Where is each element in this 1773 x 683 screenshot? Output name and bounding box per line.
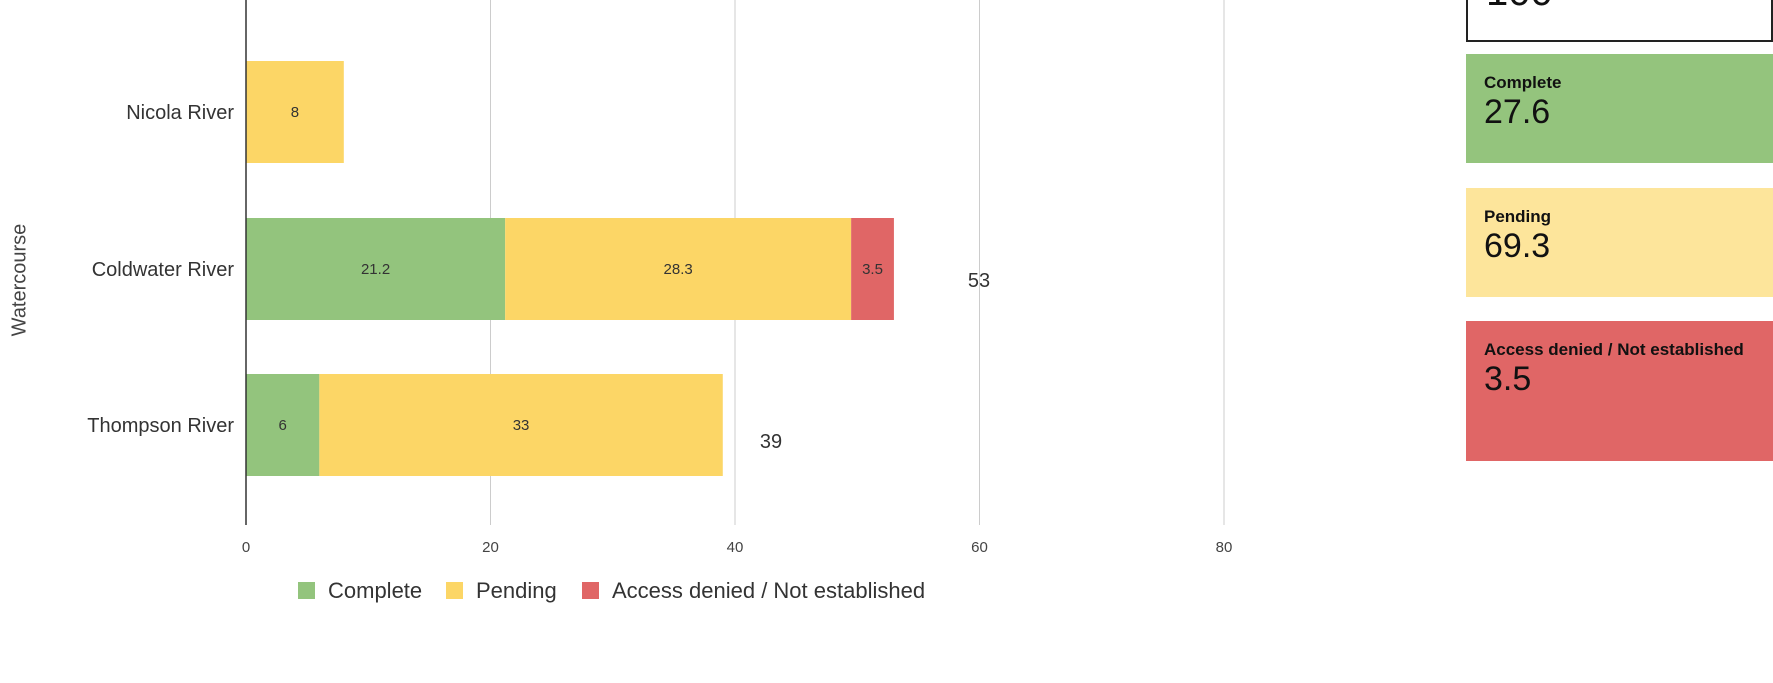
legend-swatch [446,582,463,599]
scorecard-pending-value: 69.3 [1484,227,1551,265]
legend-swatch [298,582,315,599]
scorecard-pending: Pending 69.3 [1466,188,1773,297]
data-label: 33 [513,417,530,434]
scorecard-complete: Complete 27.6 [1466,54,1773,163]
total-annotation: 53 [968,270,990,292]
scorecard-total: 100 [1466,0,1773,42]
x-tick-label: 80 [1216,539,1233,556]
data-label: 21.2 [361,261,390,278]
x-tick-label: 40 [727,539,744,556]
scorecard-complete-title: Complete [1484,73,1562,92]
x-tick-label: 0 [242,539,250,556]
data-label: 3.5 [862,261,883,278]
data-label: 8 [291,104,299,121]
scorecard-pending-title: Pending [1484,207,1552,226]
bar-segment [851,218,894,320]
scorecard-total-value: 100 [1486,0,1553,12]
x-tick-label: 20 [482,539,499,556]
legend-label: Pending [476,578,557,603]
bar-segment [319,374,723,476]
scorecard-complete-value: 27.6 [1484,93,1551,131]
bar-segment [246,374,320,476]
scorecard-access-denied-value: 3.5 [1484,360,1532,398]
bar-segment [246,61,344,163]
legend-swatch [582,582,599,599]
y-axis-title: Watercourse [8,223,31,337]
bar-segment [505,218,852,320]
x-tick-label: 60 [971,539,988,556]
scorecard-access-denied: Access denied / Not established 3.5 [1466,321,1773,461]
data-label: 6 [279,417,287,434]
category-label: Coldwater River [92,259,235,281]
category-label: Nicola River [126,102,234,124]
data-label: 28.3 [664,261,693,278]
legend-label: Complete [328,578,422,603]
category-label: Thompson River [87,415,234,437]
bar-segment [246,218,506,320]
total-annotation: 39 [760,431,782,453]
scorecard-access-denied-title: Access denied / Not established [1484,340,1744,359]
legend-label: Access denied / Not established [612,578,925,603]
stacked-bar-chart: 0 20 40 60 80 Nicola River Coldwater River Thom… [87,0,1233,603]
